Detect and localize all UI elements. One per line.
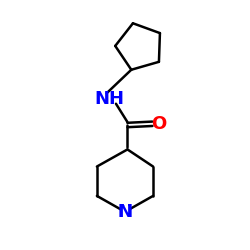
Text: N: N [118,203,132,221]
FancyBboxPatch shape [120,206,130,218]
Text: O: O [152,115,167,133]
Text: N: N [118,203,132,221]
Text: NH: NH [94,90,124,108]
